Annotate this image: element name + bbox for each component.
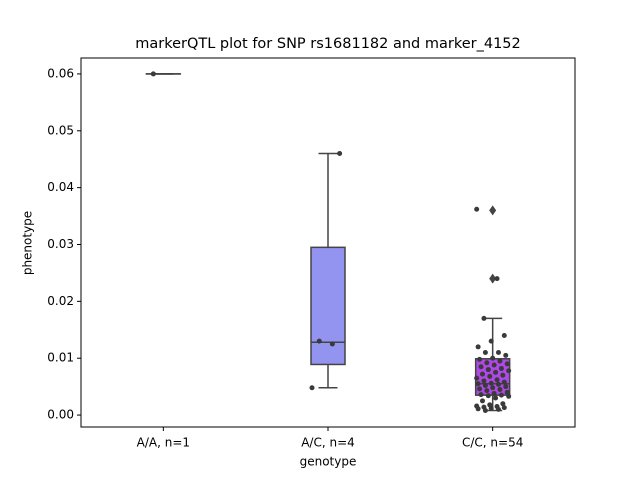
strip-point (488, 338, 494, 344)
strip-point (498, 392, 504, 398)
strip-point (479, 398, 485, 404)
y-tick-label: 0.06 (47, 66, 74, 80)
strip-point (490, 385, 496, 391)
strip-point (500, 401, 506, 407)
strip-point (479, 371, 485, 377)
y-tick-label: 0.01 (47, 351, 74, 365)
strip-point (488, 405, 494, 411)
strip-point (501, 405, 507, 411)
x-tick-label: A/C, n=4 (301, 436, 355, 450)
strip-point (485, 367, 491, 373)
strip-point (504, 389, 510, 395)
strip-point (506, 368, 512, 374)
strip-point (506, 393, 512, 399)
y-axis-label: phenotype (21, 211, 35, 275)
strip-point (475, 381, 481, 387)
strip-point (482, 408, 488, 414)
strip-point (474, 206, 480, 212)
strip-point (495, 350, 501, 356)
strip-point (490, 355, 496, 361)
strip-point (498, 365, 504, 371)
strip-point (484, 388, 490, 394)
strip-point (316, 338, 322, 344)
y-tick-label: 0.00 (47, 408, 74, 422)
strip-point (487, 373, 493, 379)
strip-point (491, 390, 497, 396)
strip-point (482, 350, 488, 356)
strip-point (500, 372, 506, 378)
x-tick-label: C/C, n=54 (462, 436, 523, 450)
strip-point (478, 392, 484, 398)
plot-frame (80, 57, 576, 428)
y-tick-label: 0.02 (47, 294, 74, 308)
strip-point (493, 395, 499, 401)
x-tick-label: A/A, n=1 (137, 436, 190, 450)
strip-point (309, 385, 315, 391)
y-tick-label: 0.04 (47, 180, 74, 194)
strip-point (501, 379, 507, 385)
strip-point (494, 276, 500, 282)
x-axis-label: genotype (300, 455, 357, 469)
strip-point (481, 378, 487, 384)
strip-point (503, 352, 509, 358)
strip-point (495, 406, 501, 412)
outlier (489, 273, 497, 284)
strip-point (497, 358, 503, 364)
strip-point (503, 384, 509, 390)
strip-point (474, 375, 480, 381)
strip-point (481, 315, 487, 321)
strip-point (485, 393, 491, 399)
strip-point (337, 151, 343, 157)
strip-point (493, 369, 499, 375)
box (310, 246, 346, 366)
strip-point (504, 361, 510, 367)
strip-point (484, 360, 490, 366)
strip-point (488, 380, 494, 386)
strip-point (150, 71, 156, 77)
strip-point (478, 364, 484, 370)
strip-point (495, 381, 501, 387)
strip-point (497, 386, 503, 392)
y-tick-label: 0.03 (47, 237, 74, 251)
strip-point (477, 356, 483, 362)
strip-point (475, 406, 481, 412)
strip-point (477, 386, 483, 392)
y-tick-label: 0.05 (47, 123, 74, 137)
strip-point (494, 377, 500, 383)
outlier (489, 205, 497, 216)
strip-point (501, 332, 507, 338)
strip-point (475, 344, 481, 350)
strip-point (482, 382, 488, 388)
chart-title: markerQTL plot for SNP rs1681182 and mar… (135, 36, 521, 52)
strip-point (491, 362, 497, 368)
strip-point (329, 341, 335, 347)
